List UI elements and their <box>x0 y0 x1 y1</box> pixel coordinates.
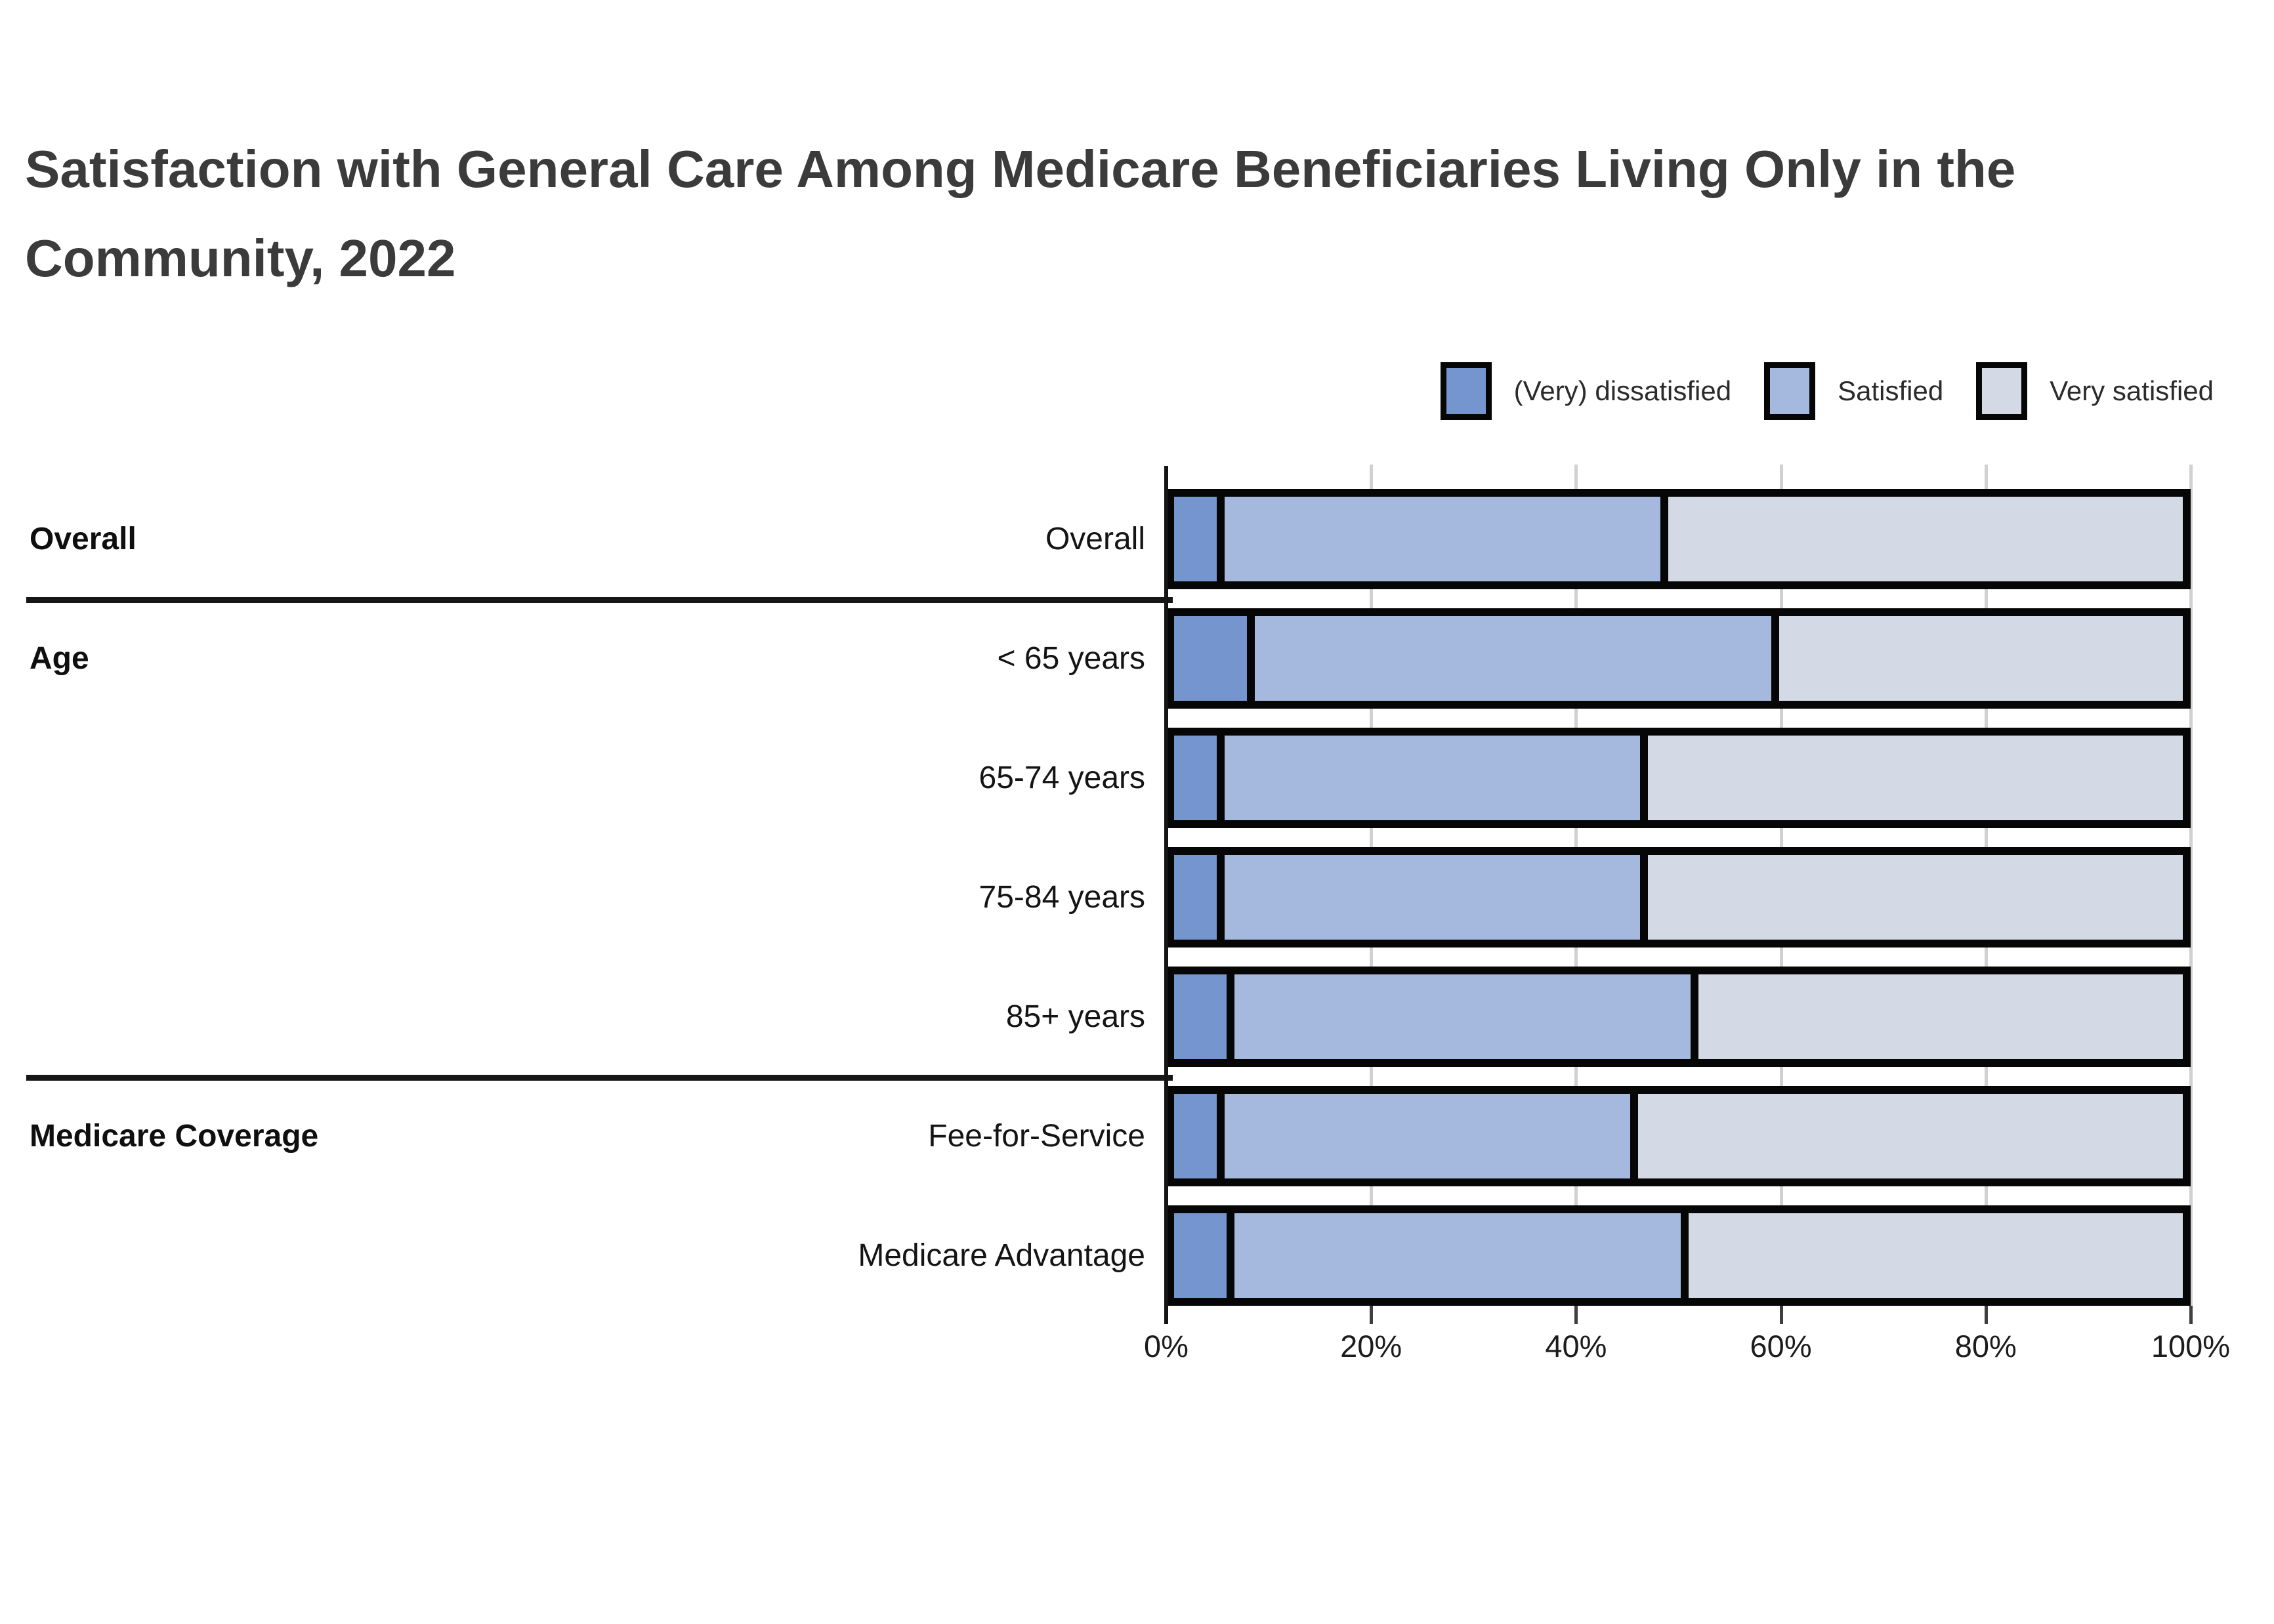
bar-segment-satisfied <box>1224 1094 1638 1178</box>
x-tick-label: 40% <box>1545 1329 1607 1364</box>
axis-tick <box>1574 1306 1578 1324</box>
bar-segment-satisfied <box>1224 736 1649 820</box>
bar-segment-satisfied <box>1234 974 1699 1059</box>
section-separator-line <box>26 1075 1173 1081</box>
row-label: 85+ years <box>1005 999 1145 1034</box>
row-label: 65-74 years <box>979 760 1145 795</box>
axis-tick <box>1779 1306 1783 1324</box>
bar-row <box>1166 1086 2191 1186</box>
section-header: Overall <box>30 522 137 556</box>
legend-label: Very satisfied <box>2050 375 2214 406</box>
bar-row <box>1166 1205 2191 1306</box>
chart-title-line1: Satisfaction with General Care Among Med… <box>25 140 2016 198</box>
bar-row <box>1166 967 2191 1067</box>
bar-segment-dissatisfied <box>1174 497 1225 581</box>
row-label: Fee-for-Service <box>928 1119 1145 1154</box>
bar-row <box>1166 847 2191 947</box>
bar-segment-dissatisfied <box>1174 616 1255 701</box>
axis-tick <box>1370 1306 1374 1324</box>
bar-segment-satisfied <box>1224 497 1669 581</box>
legend: (Very) dissatisfied Satisfied Very satisfi… <box>1440 362 2214 420</box>
x-tick-label: 100% <box>2151 1329 2231 1364</box>
gridline <box>2189 465 2193 1306</box>
legend-entry: (Very) dissatisfied <box>1440 362 1732 420</box>
legend-swatch-icon <box>1976 362 2028 420</box>
section-separator-line <box>26 597 1173 603</box>
bar-row <box>1166 608 2191 709</box>
bar-segment-satisfied <box>1234 1213 1689 1298</box>
chart-title-line2: Community, 2022 <box>25 229 456 287</box>
x-tick-label: 0% <box>1144 1329 1189 1364</box>
row-label: Medicare Advantage <box>858 1238 1145 1273</box>
section-header: Age <box>30 641 89 676</box>
legend-entry: Very satisfied <box>1976 362 2214 420</box>
x-tick-label: 60% <box>1750 1329 1812 1364</box>
axis-tick <box>1984 1306 1988 1324</box>
bar-row <box>1166 728 2191 828</box>
row-label: < 65 years <box>997 641 1145 676</box>
x-tick-label: 20% <box>1340 1329 1402 1364</box>
row-label: Overall <box>1045 522 1145 556</box>
legend-swatch-icon <box>1440 362 1492 420</box>
bar-segment-dissatisfied <box>1174 974 1235 1059</box>
legend-label: (Very) dissatisfied <box>1513 375 1732 406</box>
legend-swatch-icon <box>1764 362 1816 420</box>
legend-entry: Satisfied <box>1764 362 1943 420</box>
axis-tick <box>2189 1306 2193 1324</box>
row-label: 75-84 years <box>979 880 1145 915</box>
x-tick-label: 80% <box>1954 1329 2017 1364</box>
bar-segment-dissatisfied <box>1174 736 1225 820</box>
chart-title: Satisfaction with General Care Among Med… <box>25 125 2015 303</box>
bar-segment-dissatisfied <box>1174 1094 1225 1178</box>
bar-segment-satisfied <box>1224 855 1649 940</box>
bar-segment-dissatisfied <box>1174 1213 1235 1298</box>
bar-segment-dissatisfied <box>1174 855 1225 940</box>
bar-segment-satisfied <box>1254 616 1780 701</box>
bar-row <box>1166 489 2191 589</box>
legend-label: Satisfied <box>1838 375 1944 406</box>
section-header: Medicare Coverage <box>30 1119 319 1154</box>
y-axis-line <box>1164 466 1168 1324</box>
